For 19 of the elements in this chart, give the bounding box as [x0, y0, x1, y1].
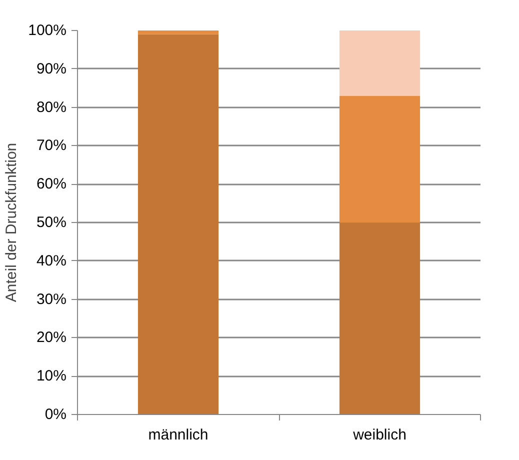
y-tick-label: 30% — [36, 290, 67, 308]
bar — [339, 96, 420, 222]
y-tick-label: 60% — [36, 176, 67, 193]
y-tick-label: 90% — [36, 60, 67, 78]
y-tick-label: 0% — [44, 406, 67, 423]
bar — [339, 222, 420, 414]
y-tick-label: 40% — [36, 252, 67, 270]
y-axis-title: Anteil der Druckfunktion — [3, 142, 20, 302]
x-tick-label: weiblich — [352, 426, 406, 444]
bar — [339, 30, 420, 96]
bar — [138, 34, 219, 414]
y-tick-label: 80% — [36, 98, 67, 116]
bar — [138, 30, 219, 34]
y-tick-label: 70% — [36, 137, 67, 154]
y-tick-label: 100% — [28, 22, 67, 39]
y-tick-label: 20% — [36, 329, 67, 346]
y-tick-label: 50% — [36, 214, 67, 231]
y-tick-label: 10% — [36, 368, 67, 385]
x-tick-label: männlich — [148, 426, 208, 444]
